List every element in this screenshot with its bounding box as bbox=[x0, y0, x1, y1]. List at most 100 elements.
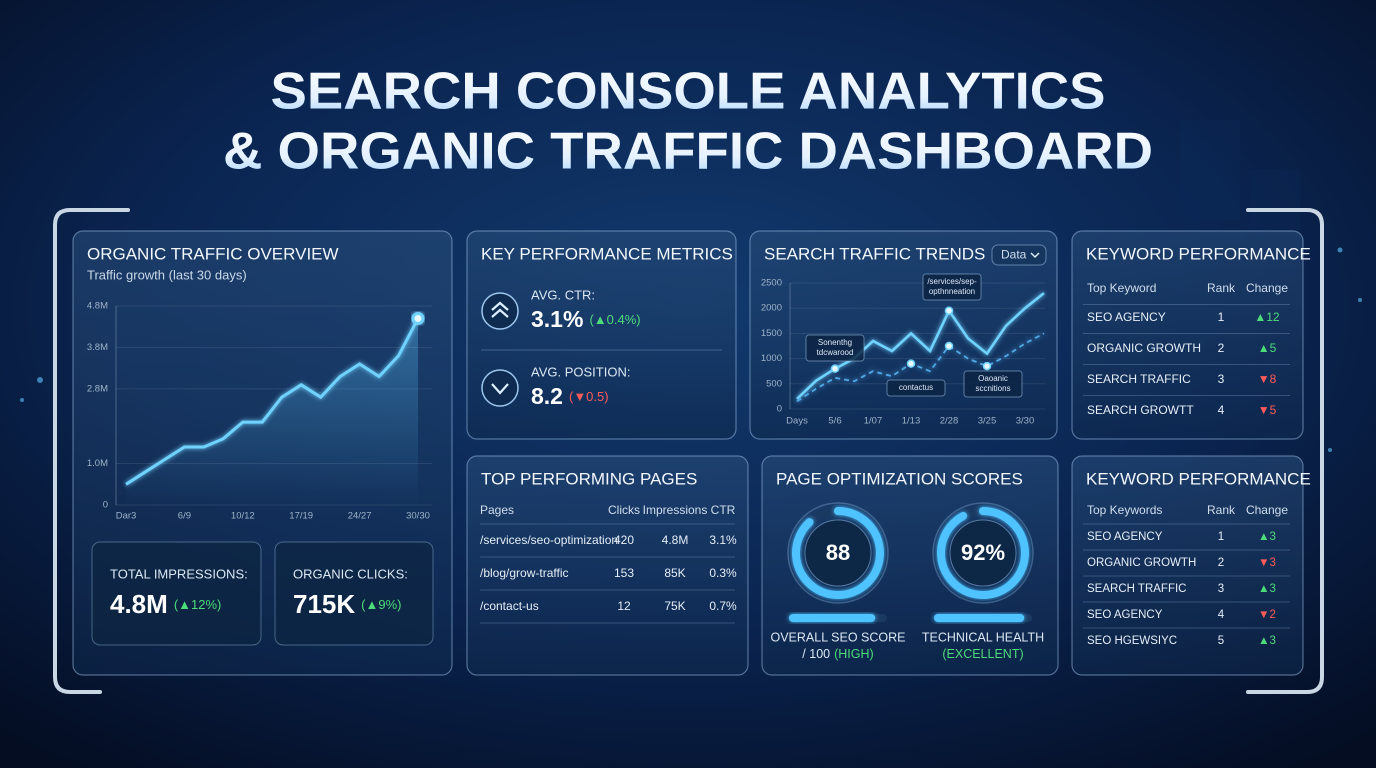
y-tick-label: 0 bbox=[103, 500, 108, 511]
y-tick-label: 500 bbox=[766, 378, 782, 389]
decor-building bbox=[1250, 170, 1300, 230]
table-cell: SEO AGENCY bbox=[1087, 609, 1163, 621]
metric-label: AVG. CTR: bbox=[531, 287, 595, 302]
gauge-halo bbox=[787, 502, 889, 604]
x-tick-label: Days bbox=[786, 416, 808, 427]
kpi-value-line: 715K (▲9%) bbox=[293, 589, 401, 619]
metric-value-line: 3.1% (▲0.4%) bbox=[531, 306, 641, 332]
gauge-sub-label: / 100 (HIGH) bbox=[802, 647, 873, 661]
metric-icon bbox=[481, 369, 519, 407]
y-tick-label: 0 bbox=[777, 404, 782, 415]
table-cell: SEARCH TRAFFIC bbox=[1087, 583, 1186, 595]
page-title: SEARCH CONSOLE ANALYTICS bbox=[271, 63, 1106, 121]
panel-subtitle: Traffic growth (last 30 days) bbox=[87, 267, 247, 282]
x-tick-label: 1/13 bbox=[902, 416, 921, 427]
metric-value: 8.2 bbox=[531, 383, 563, 409]
panel-title: ORGANIC TRAFFIC OVERVIEW bbox=[87, 244, 339, 263]
column-header: Change bbox=[1246, 281, 1288, 295]
panel-title: PAGE OPTIMIZATION SCORES bbox=[776, 469, 1023, 488]
decor-dot bbox=[1337, 247, 1343, 253]
column-header: Change bbox=[1246, 503, 1288, 517]
panel bbox=[1071, 230, 1304, 440]
table-cell: 1 bbox=[1218, 531, 1224, 543]
table-cell: 0.3% bbox=[709, 566, 737, 580]
kpi-label: TOTAL IMPRESSIONS: bbox=[110, 566, 248, 581]
table-cell: 420 bbox=[614, 533, 634, 547]
table-cell: ORGANIC GROWTH bbox=[1087, 557, 1196, 569]
table-cell: /contact-us bbox=[480, 599, 539, 613]
table-cell: SEARCH GROWTT bbox=[1087, 403, 1194, 417]
annotation-text: Oaoanic bbox=[978, 374, 1008, 383]
table-cell: 153 bbox=[614, 566, 634, 580]
point-highlight bbox=[411, 311, 425, 325]
y-tick-label: 2000 bbox=[761, 303, 782, 314]
progress-bar bbox=[789, 614, 876, 622]
annotation-box bbox=[963, 370, 1023, 398]
column-header: Rank bbox=[1207, 281, 1236, 295]
gauge-rating: (HIGH) bbox=[834, 647, 874, 661]
table-cell: SEO AGENCY bbox=[1087, 531, 1163, 543]
table-cell: /blog/grow-traffic bbox=[480, 566, 568, 580]
y-tick-label: 4.8M bbox=[87, 301, 108, 312]
change-cell: ▼3 bbox=[1258, 557, 1276, 569]
x-tick-label: 2/28 bbox=[940, 416, 959, 427]
annotation-text: contactus bbox=[899, 383, 933, 392]
annotation-text: tdcwarood bbox=[817, 348, 854, 357]
dropdown-label[interactable]: Data bbox=[1001, 248, 1027, 262]
metric-change: (▲0.4%) bbox=[589, 312, 640, 327]
table-cell: ORGANIC GROWTH bbox=[1087, 341, 1201, 355]
panel-title: KEY PERFORMANCE METRICS bbox=[481, 244, 733, 263]
column-header: Pages bbox=[480, 503, 514, 517]
dropdown[interactable] bbox=[991, 244, 1047, 266]
y-tick-label: 1.0M bbox=[87, 458, 108, 469]
dropdown-chevron[interactable] bbox=[1030, 252, 1040, 259]
x-tick-label: 3/25 bbox=[978, 416, 997, 427]
x-tick-label: 24/27 bbox=[348, 511, 372, 522]
point-marker bbox=[944, 341, 954, 351]
kpi-change: (▲9%) bbox=[361, 597, 401, 612]
column-header: Clicks bbox=[608, 503, 640, 517]
change-cell: ▲3 bbox=[1258, 635, 1276, 647]
x-tick-label: 30/30 bbox=[406, 511, 430, 522]
annotation-box bbox=[886, 379, 946, 397]
table-cell: 3 bbox=[1218, 372, 1225, 386]
column-header: Impressions bbox=[643, 503, 708, 517]
table-cell: 2 bbox=[1218, 341, 1225, 355]
gauge-core bbox=[804, 519, 872, 587]
panel-title: KEYWORD PERFORMANCE bbox=[1086, 244, 1311, 263]
x-tick-label: 1/07 bbox=[864, 416, 883, 427]
table-cell: 85K bbox=[664, 566, 685, 580]
annotation-box bbox=[805, 334, 865, 362]
kpi-value-line: 4.8M (▲12%) bbox=[110, 589, 221, 619]
y-tick-label: 1000 bbox=[761, 353, 782, 364]
table-cell: 4 bbox=[1218, 609, 1225, 621]
kpi-change: (▲12%) bbox=[174, 597, 222, 612]
gauge-label: OVERALL SEO SCORE bbox=[771, 630, 906, 644]
x-tick-label: 5/6 bbox=[828, 416, 841, 427]
x-tick-label: 6/9 bbox=[178, 511, 191, 522]
gauge-sub-label: (EXCELLENT) bbox=[942, 647, 1023, 661]
y-tick-label: 1500 bbox=[761, 328, 782, 339]
column-header: Top Keywords bbox=[1087, 503, 1162, 517]
y-tick-label: 2500 bbox=[761, 278, 782, 289]
gauge-rating: (EXCELLENT) bbox=[942, 647, 1023, 661]
point-marker bbox=[830, 364, 840, 373]
table-cell: /services/seo-optimization bbox=[480, 533, 618, 547]
panel-title: SEARCH TRAFFIC TRENDS bbox=[764, 244, 985, 263]
gauge-core bbox=[949, 519, 1017, 587]
column-header: Top Keyword bbox=[1087, 281, 1156, 295]
table-cell: 1 bbox=[1218, 310, 1225, 324]
table-cell: SEO AGENCY bbox=[1087, 310, 1166, 324]
decor-dot bbox=[20, 398, 24, 402]
gauge-label: TECHNICAL HEALTH bbox=[922, 630, 1044, 644]
panel bbox=[466, 230, 737, 440]
metric-value-line: 8.2 (▼0.5) bbox=[531, 383, 609, 409]
table-cell: 0.7% bbox=[709, 599, 737, 613]
line bbox=[796, 332, 1045, 403]
panel bbox=[466, 455, 749, 676]
decor-dot bbox=[37, 377, 43, 383]
x-tick-label: 17/19 bbox=[289, 511, 313, 522]
kpi-label: ORGANIC CLICKS: bbox=[293, 566, 408, 581]
point-marker bbox=[944, 306, 954, 315]
gauge-arc bbox=[937, 507, 1029, 599]
